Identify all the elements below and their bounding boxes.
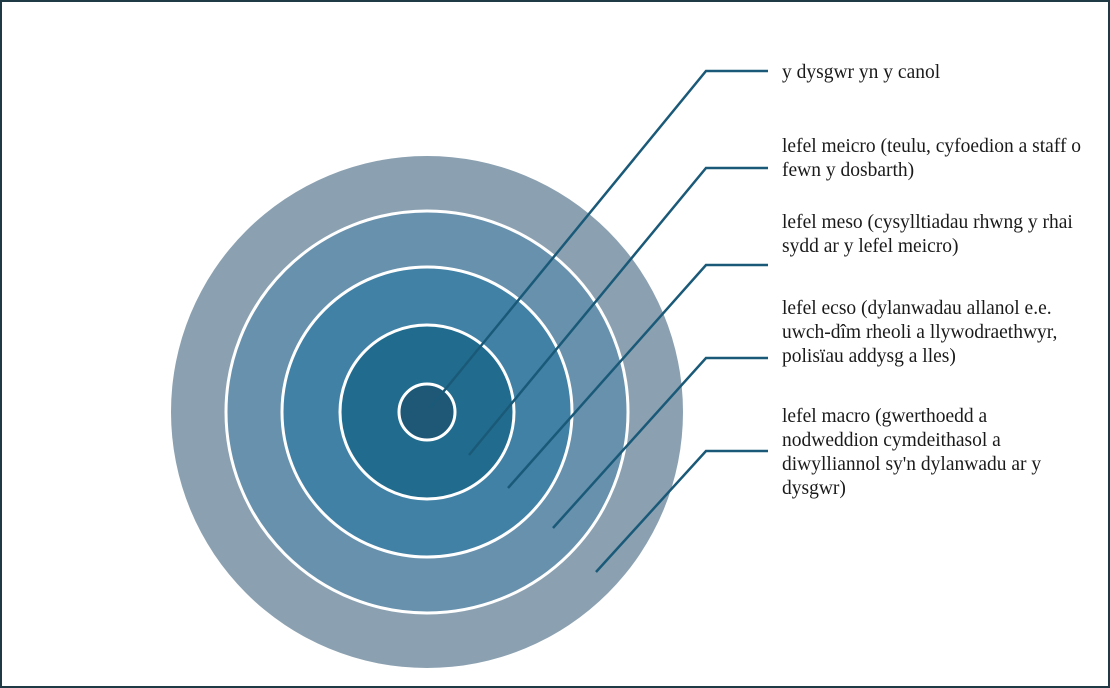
meso-level-label: lefel meso (cysylltiadau rhwng y rhai sy… — [782, 212, 1073, 257]
learner-center-label: y dysgwr yn y canol — [782, 62, 941, 83]
exo-level-label: lefel ecso (dylanwadau allanol e.e. uwch… — [782, 298, 1058, 367]
macro-level-label: lefel macro (gwerthoedd a nodweddion cym… — [782, 406, 1042, 499]
learner-center-circle — [397, 382, 457, 442]
leader-line-macro — [595, 449, 768, 573]
leader-line-exo — [552, 356, 768, 529]
leader-line-meso — [507, 263, 768, 489]
leader-line-center — [429, 69, 768, 409]
leader-line-micro — [468, 166, 768, 456]
micro-level-label: lefel meicro (teulu, cyfoedion a staff o… — [782, 136, 1082, 181]
